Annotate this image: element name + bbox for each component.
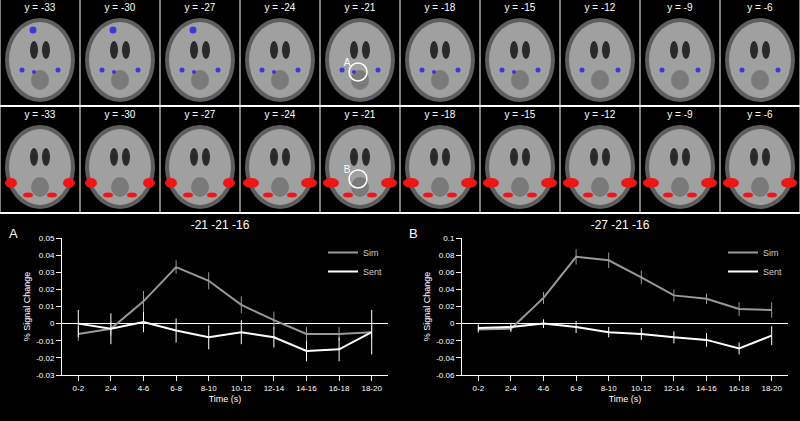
svg-text:y = -27: y = -27 xyxy=(185,2,216,13)
svg-text:y = -12: y = -12 xyxy=(585,2,616,13)
svg-text:y = -30: y = -30 xyxy=(105,109,136,120)
svg-text:6-8: 6-8 xyxy=(170,384,182,393)
svg-text:-0.06: -0.06 xyxy=(436,371,455,380)
svg-text:y = -33: y = -33 xyxy=(25,2,56,13)
svg-text:4-6: 4-6 xyxy=(138,384,150,393)
svg-text:12-14: 12-14 xyxy=(664,384,685,393)
svg-text:y = -27: y = -27 xyxy=(185,109,216,120)
svg-text:Time (s): Time (s) xyxy=(209,394,242,404)
svg-text:A: A xyxy=(344,57,351,68)
svg-text:0.04: 0.04 xyxy=(39,251,55,260)
svg-text:14-16: 14-16 xyxy=(296,384,317,393)
svg-text:y = -21: y = -21 xyxy=(345,2,376,13)
svg-text:0.01: 0.01 xyxy=(39,302,55,311)
svg-text:0.03: 0.03 xyxy=(39,268,55,277)
svg-text:B: B xyxy=(344,164,351,175)
svg-text:0.06: 0.06 xyxy=(439,268,455,277)
svg-text:Time (s): Time (s) xyxy=(609,394,642,404)
svg-text:y = -30: y = -30 xyxy=(105,2,136,13)
svg-text:-0.02: -0.02 xyxy=(436,337,455,346)
svg-text:y = -24: y = -24 xyxy=(265,2,296,13)
svg-text:16-18: 16-18 xyxy=(729,384,750,393)
svg-text:-0.02: -0.02 xyxy=(36,354,55,363)
svg-text:2-4: 2-4 xyxy=(505,384,517,393)
svg-text:y = -6: y = -6 xyxy=(747,109,773,120)
svg-text:Sim: Sim xyxy=(763,248,779,258)
svg-text:y = -15: y = -15 xyxy=(505,2,536,13)
svg-text:12-14: 12-14 xyxy=(264,384,285,393)
svg-text:Sim: Sim xyxy=(363,248,379,258)
svg-text:-0.03: -0.03 xyxy=(36,371,55,380)
svg-text:6-8: 6-8 xyxy=(570,384,582,393)
svg-text:0: 0 xyxy=(450,319,455,328)
svg-text:8-10: 8-10 xyxy=(601,384,618,393)
svg-text:14-16: 14-16 xyxy=(696,384,717,393)
svg-text:0.05: 0.05 xyxy=(39,234,55,243)
svg-text:16-18: 16-18 xyxy=(329,384,350,393)
svg-text:0.08: 0.08 xyxy=(439,251,455,260)
svg-text:-27 -21 -16: -27 -21 -16 xyxy=(591,218,650,232)
svg-text:y = -9: y = -9 xyxy=(667,109,693,120)
svg-text:2-4: 2-4 xyxy=(105,384,117,393)
svg-text:% Signal Change: % Signal Change xyxy=(22,272,32,342)
svg-text:% Signal Change: % Signal Change xyxy=(422,272,432,342)
svg-text:0-2: 0-2 xyxy=(73,384,85,393)
svg-text:4-6: 4-6 xyxy=(538,384,550,393)
svg-text:0-2: 0-2 xyxy=(473,384,485,393)
svg-text:0.04: 0.04 xyxy=(439,285,455,294)
svg-text:0: 0 xyxy=(50,319,55,328)
svg-text:0.02: 0.02 xyxy=(439,302,455,311)
svg-text:y = -6: y = -6 xyxy=(747,2,773,13)
svg-text:0.1: 0.1 xyxy=(443,234,455,243)
svg-text:10-12: 10-12 xyxy=(631,384,652,393)
svg-text:A: A xyxy=(9,226,18,241)
svg-text:-0.04: -0.04 xyxy=(436,354,455,363)
svg-text:y = -18: y = -18 xyxy=(425,109,456,120)
svg-text:y = -24: y = -24 xyxy=(265,109,296,120)
svg-text:y = -21: y = -21 xyxy=(345,109,376,120)
svg-text:10-12: 10-12 xyxy=(231,384,252,393)
svg-text:18-20: 18-20 xyxy=(361,384,382,393)
svg-text:-0.01: -0.01 xyxy=(36,337,55,346)
svg-text:y = -33: y = -33 xyxy=(25,109,56,120)
svg-text:B: B xyxy=(409,226,418,241)
svg-text:-21 -21 -16: -21 -21 -16 xyxy=(191,218,250,232)
svg-text:8-10: 8-10 xyxy=(201,384,218,393)
svg-text:y = -18: y = -18 xyxy=(425,2,456,13)
svg-text:Sent: Sent xyxy=(763,267,782,277)
svg-text:y = -12: y = -12 xyxy=(585,109,616,120)
svg-text:18-20: 18-20 xyxy=(761,384,782,393)
svg-text:y = -9: y = -9 xyxy=(667,2,693,13)
svg-text:0.02: 0.02 xyxy=(39,285,55,294)
svg-text:y = -15: y = -15 xyxy=(505,109,536,120)
svg-text:Sent: Sent xyxy=(363,267,382,277)
